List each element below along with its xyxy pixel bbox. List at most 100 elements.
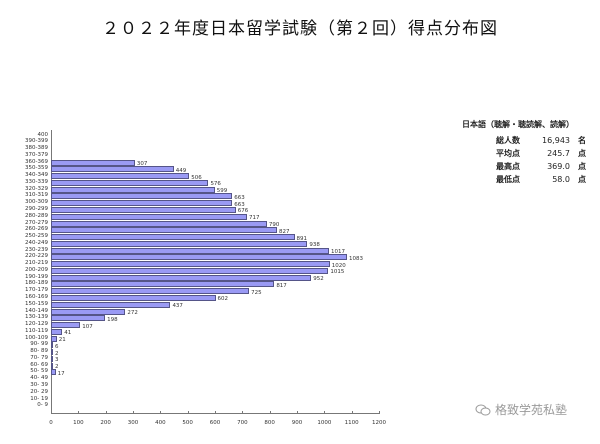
histogram-bar [51,206,236,213]
y-tick-label: 210-219 [25,260,48,267]
y-tick-label: 130-139 [25,314,48,321]
stat-value: 16,943 [542,136,570,145]
bar-value-label: 1020 [331,262,346,269]
bar-value-label: 437 [172,303,183,310]
x-tick-label: 400 [155,420,166,426]
stat-unit: 名 [578,136,586,145]
y-tick-label: 240-249 [25,239,48,246]
bar-value-label: 790 [268,222,280,228]
histogram-bar [51,220,267,227]
x-tick [379,411,380,414]
x-tick-label: 1200 [372,420,386,426]
histogram-bar [51,179,209,186]
histogram-bar [51,240,308,247]
y-tick-label: 150-159 [25,300,48,307]
y-tick-label: 190-199 [25,273,48,280]
bar-value-label: 449 [175,167,187,174]
histogram-bar [51,234,295,241]
y-tick-label: 330-339 [25,178,48,185]
x-tick [160,411,162,414]
x-tick-label: 800 [264,420,275,426]
y-tick-label: 110-119 [25,327,48,334]
stat-value: 245.7 [547,149,570,158]
histogram-bar [51,328,63,335]
x-tick [269,411,271,414]
x-tick-label: 700 [237,420,248,426]
x-tick-label: 500 [182,420,193,426]
y-tick-label: 120-129 [25,321,48,328]
histogram-bar [51,247,329,254]
stats-heading: 日本語（聴解・聴読解、読解） [462,120,574,129]
bar-value-label: 1015 [330,269,345,276]
y-tick-label: 100-109 [25,334,48,341]
x-tick-label: 300 [127,420,139,426]
x-tick-label: 200 [100,420,111,426]
histogram-bar [51,315,106,322]
histogram-bar [51,261,330,268]
y-tick-label: 90- 99 [30,341,48,348]
bar-value-label: 599 [216,188,228,195]
bar-value-label: 272 [127,310,138,317]
stat-unit: 点 [578,149,586,158]
histogram-bar [51,267,329,274]
x-tick-label: 1100 [344,420,359,426]
x-tick [242,411,244,414]
histogram-bar [51,166,174,173]
stat-label: 総人数 [496,136,520,145]
x-tick-label: 1000 [317,420,332,426]
bar-value-label: 952 [313,276,324,283]
bar-value-label: 576 [210,181,221,188]
chart-title: ２０２２年度日本留学試験（第２回）得点分布図 [102,19,498,39]
y-tick-label: 270-279 [25,219,48,226]
y-tick-label: 140-149 [25,307,48,314]
histogram-bar [51,281,275,288]
x-tick [297,411,298,414]
histogram-bar [51,294,216,301]
histogram-bar [51,288,250,295]
stats-table: 日本語（聴解・聴読解、読解） 総人数 16,943 名 平均点 245.7 点 … [462,119,586,186]
y-tick-label: 180-189 [25,280,48,287]
x-tick-label: 100 [73,420,84,426]
bar-value-label: 663 [234,194,245,201]
bar-value-label: 817 [276,282,287,289]
stat-row-max: 最高点 369.0 点 [462,160,586,173]
histogram-bar [51,193,233,200]
stat-label: 最高点 [496,162,520,171]
bar-value-label: 307 [136,161,148,168]
histogram-bar [51,186,215,193]
y-tick-label: 160-169 [25,293,48,300]
y-tick-label: 260-269 [25,226,48,233]
bar-value-label: 2 [55,350,59,357]
bar-value-label: 938 [309,242,320,249]
stat-label: 最低点 [496,175,520,184]
histogram-bar [51,322,81,329]
stat-row-average: 平均点 245.7 点 [462,147,586,160]
y-tick-label: 370-379 [25,151,48,158]
x-tick-label: 600 [209,420,221,426]
histogram-bar [51,173,190,180]
bar-value-label: 41 [64,330,72,337]
bar-value-label: 1083 [349,255,364,262]
bar-value-label: 827 [279,228,290,235]
bar-value-label: 676 [237,208,249,215]
y-tick-label: 200-209 [25,266,48,273]
histogram-bar [51,369,56,376]
histogram-bar [51,200,233,207]
y-tick-label: 170-179 [25,287,48,294]
stat-unit: 点 [578,175,586,184]
y-tick-label: 280-289 [25,212,48,219]
y-tick-label: 0- 9 [37,402,48,409]
y-tick-label: 60- 69 [30,361,48,368]
bar-value-label: 198 [107,316,118,323]
stat-unit: 点 [578,162,586,171]
y-tick-label: 30- 39 [30,381,48,388]
y-tick-label: 340-349 [25,172,48,179]
histogram-bar [51,342,53,349]
bar-value-label: 2 [55,364,59,371]
y-tick-label: 310-319 [25,192,48,199]
x-tick [351,411,353,414]
x-tick [215,411,216,414]
bar-value-label: 107 [82,323,93,330]
bar-value-label: 17 [57,370,65,377]
